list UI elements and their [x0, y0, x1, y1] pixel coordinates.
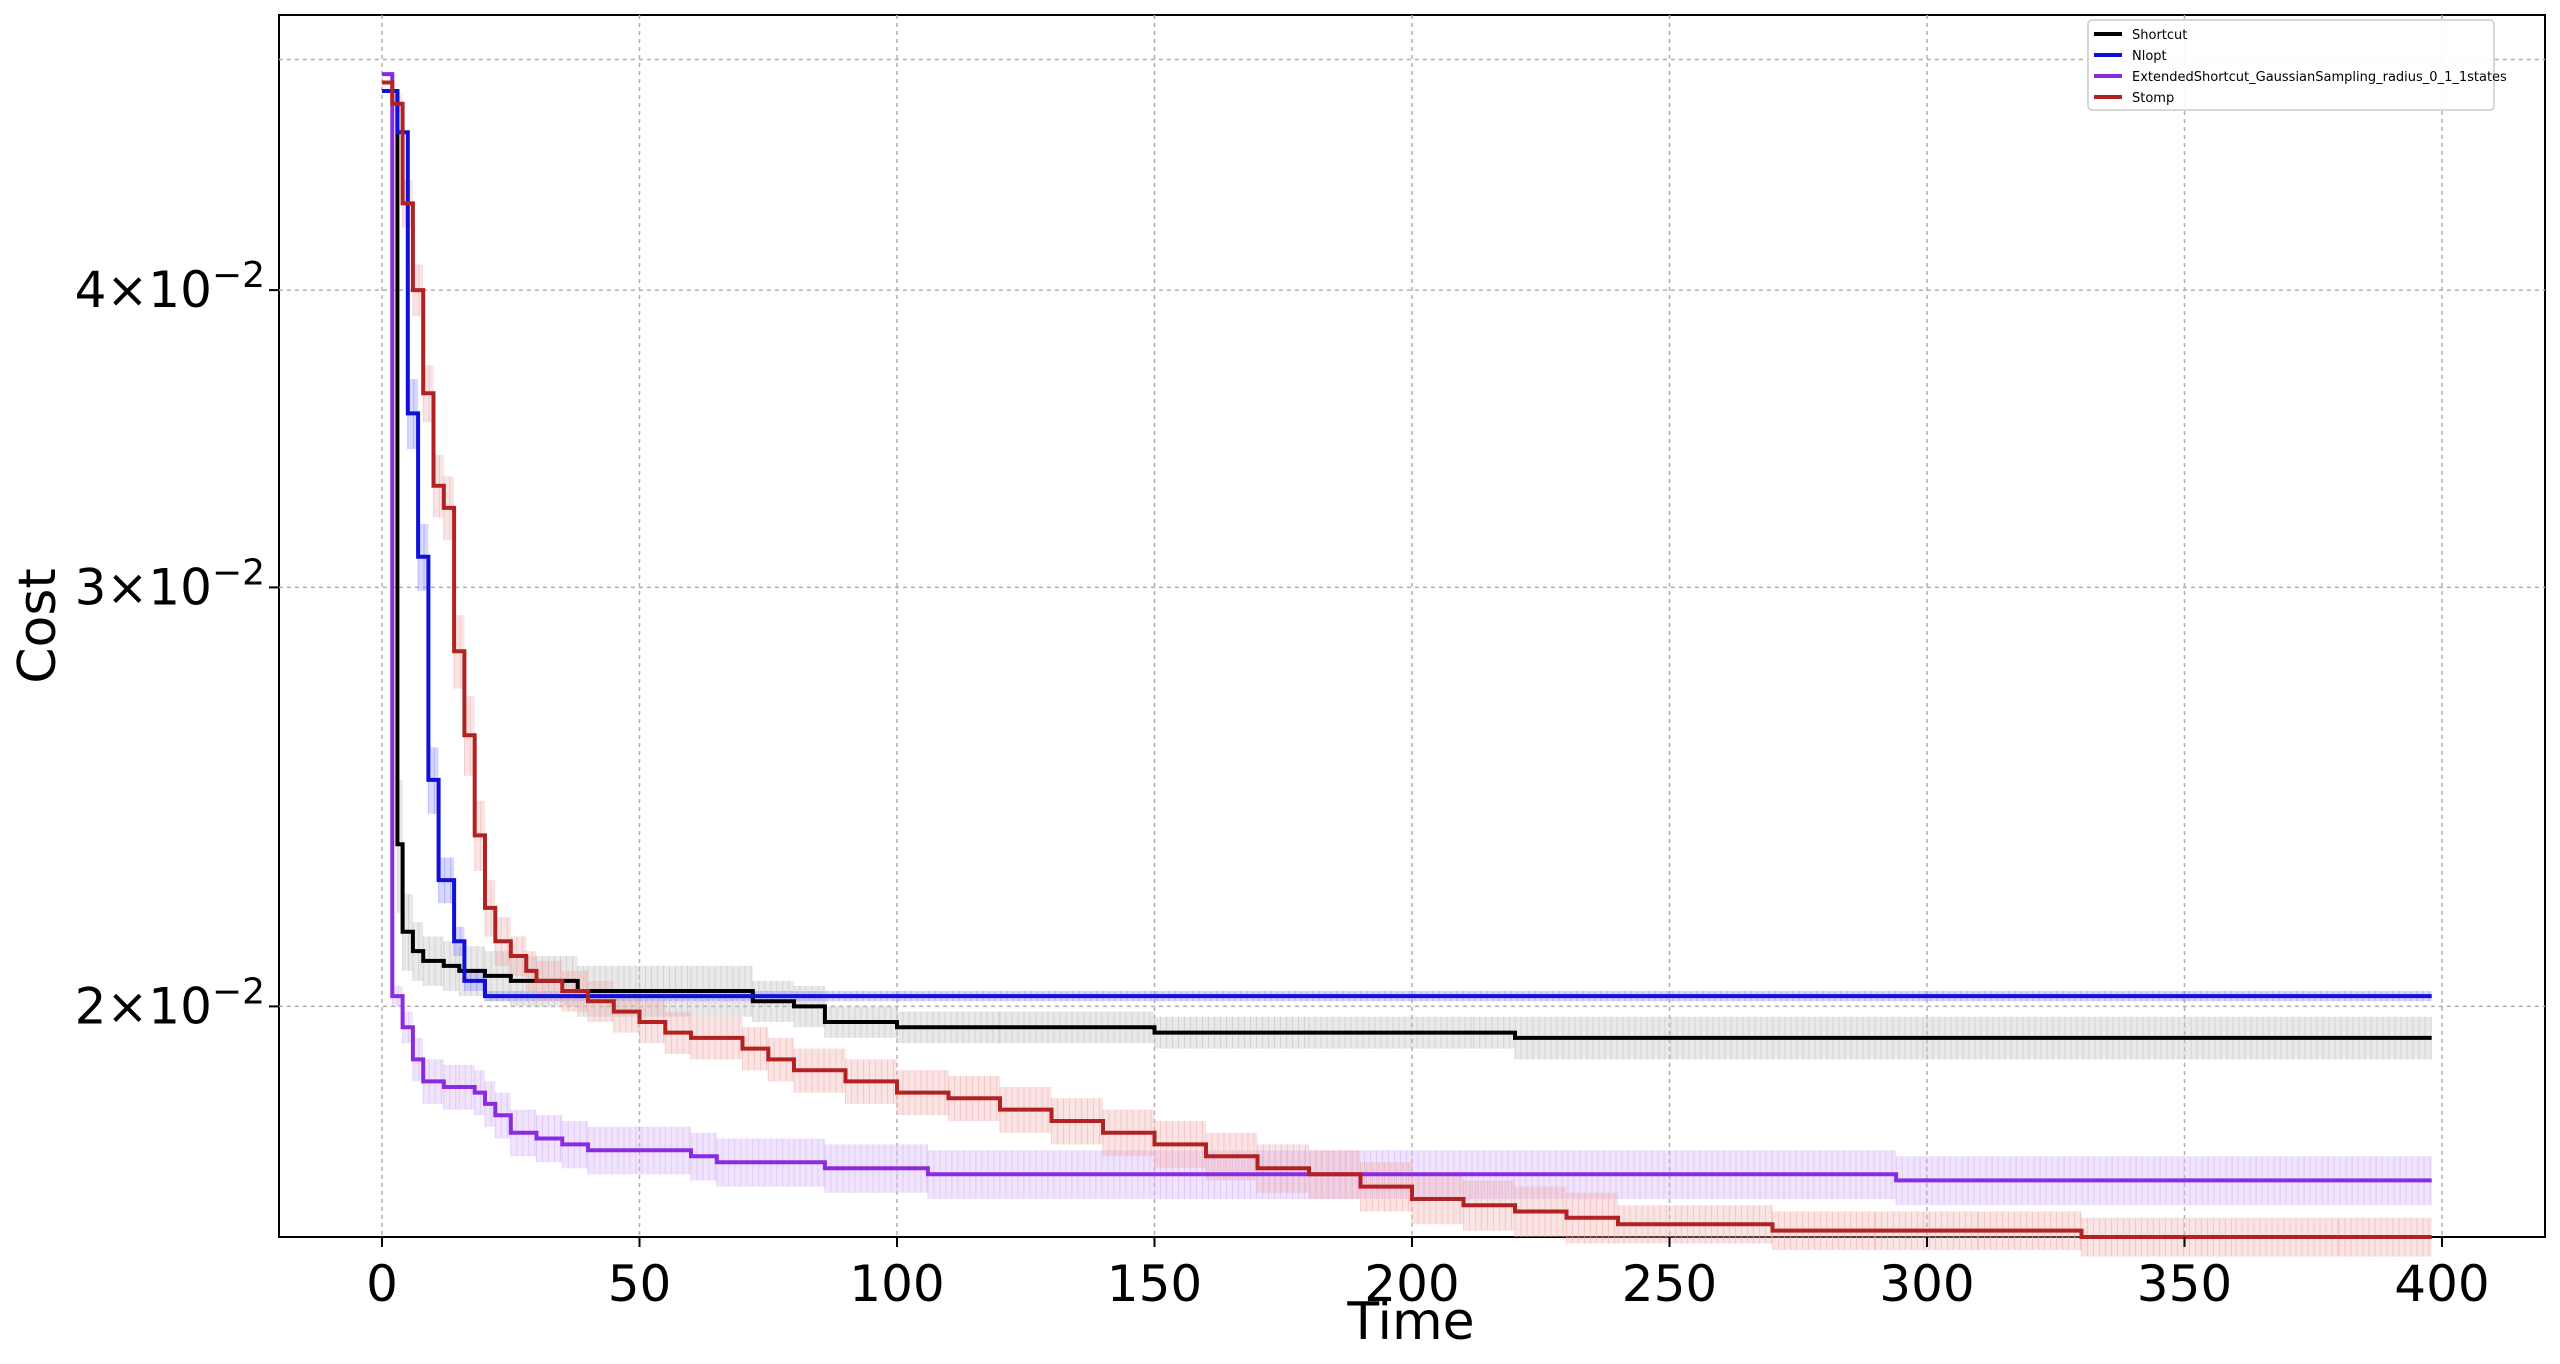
y-axis-label: Cost: [8, 568, 68, 684]
legend-label: Nlopt: [2132, 49, 2167, 64]
x-tick-label: 300: [1879, 1255, 1974, 1313]
x-tick-label: 250: [1622, 1255, 1717, 1313]
legend-box: [2087, 19, 2495, 111]
x-tick-label: 100: [849, 1255, 944, 1313]
x-tick-label: 50: [608, 1255, 672, 1313]
series-line-2: [382, 72, 2432, 1183]
x-tick-label: 150: [1107, 1255, 1202, 1313]
x-axis-label: Time: [1346, 1292, 1474, 1352]
legend: Shortcut Nlopt ExtendedShortcut_GaussianSa…: [2087, 19, 2507, 111]
y-tick-label: 3×10−2: [75, 552, 265, 616]
x-tick-label: 0: [366, 1255, 398, 1313]
x-ticks: 0 50 100 150 200 250 300 350 400: [366, 1237, 2490, 1313]
legend-label: Shortcut: [2132, 28, 2187, 43]
x-tick-label: 200: [1364, 1255, 1459, 1313]
x-tick-label: 350: [2137, 1255, 2232, 1313]
legend-label: Stomp: [2132, 91, 2174, 106]
series-lines: [382, 72, 2432, 1239]
x-tick-label: 400: [2394, 1255, 2489, 1313]
y-tick-label: 4×10−2: [75, 255, 265, 319]
legend-label: ExtendedShortcut_GaussianSampling_radius…: [2132, 70, 2507, 85]
series-line-1: [382, 89, 2432, 999]
series-line-3: [382, 80, 2432, 1239]
y-ticks: 2×10−2 3×10−2 4×10−2: [75, 255, 279, 1035]
y-tick-label: 2×10−2: [75, 971, 265, 1035]
